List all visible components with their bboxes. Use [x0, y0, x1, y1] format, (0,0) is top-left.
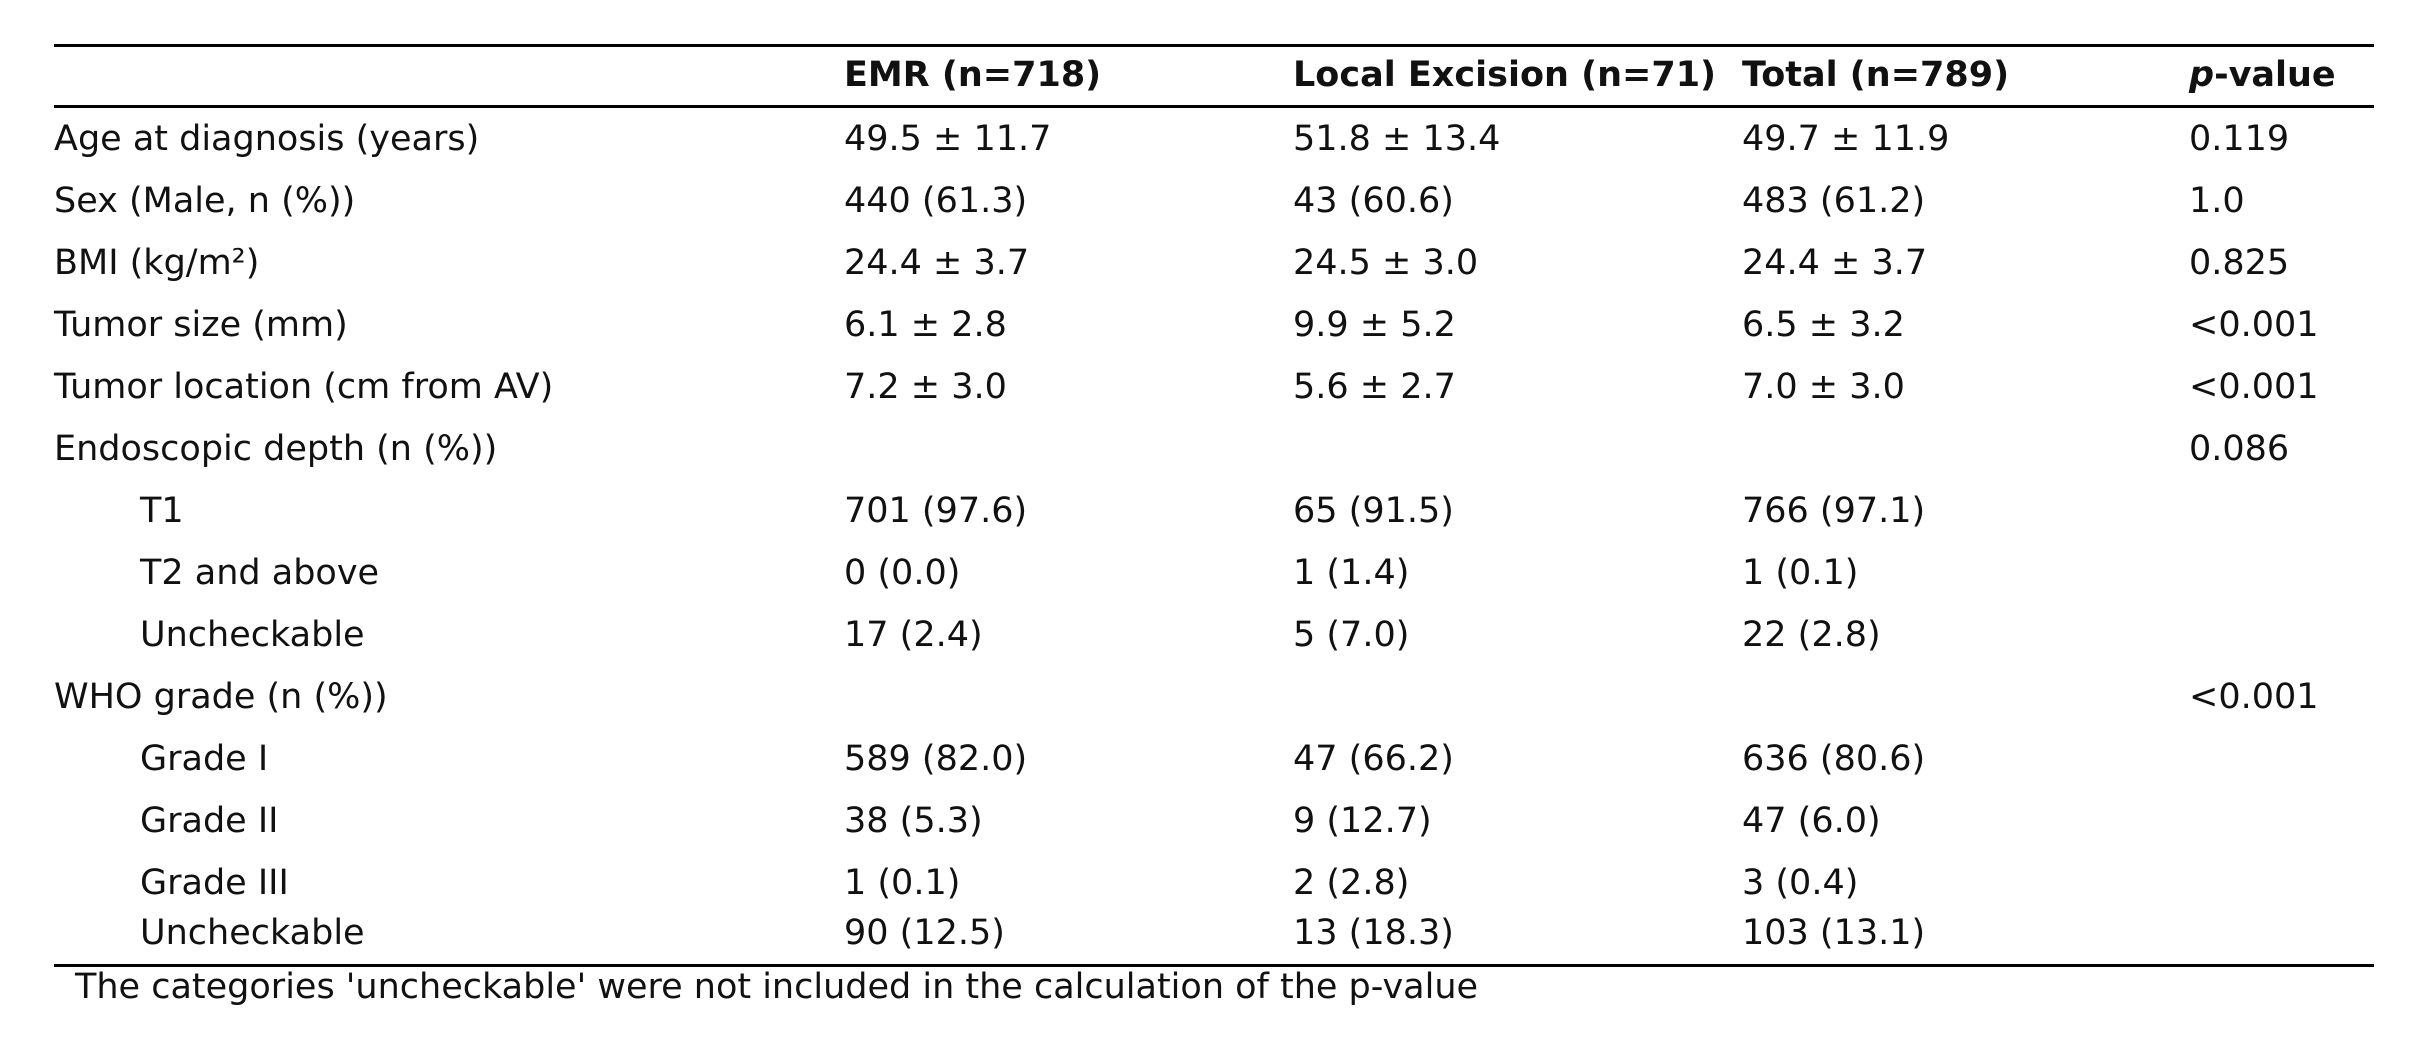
emr-value: 589 (82.0) [844, 739, 1028, 779]
row-label: Tumor location (cm from AV) [54, 367, 554, 407]
table-row: T2 and above 0 (0.0) 1 (1.4) 1 (0.1) [54, 542, 2374, 604]
local-excision-value: 24.5 ± 3.0 [1293, 243, 1479, 283]
local-excision-value: 65 (91.5) [1293, 491, 1454, 531]
table-bottom-rule [54, 964, 2374, 967]
total-value: 24.4 ± 3.7 [1742, 243, 1928, 283]
table-row: Grade I 589 (82.0) 47 (66.2) 636 (80.6) [54, 728, 2374, 790]
emr-value: 90 (12.5) [844, 913, 1005, 953]
table-row: Tumor location (cm from AV) 7.2 ± 3.0 5.… [54, 356, 2374, 418]
total-value: 7.0 ± 3.0 [1742, 367, 1905, 407]
row-label: T2 and above [140, 553, 380, 593]
table-row: Endoscopic depth (n (%)) 0.086 [54, 418, 2374, 480]
p-value: <0.001 [2189, 305, 2319, 345]
total-value: 766 (97.1) [1742, 491, 1926, 531]
emr-value: 440 (61.3) [844, 181, 1028, 221]
emr-value: 7.2 ± 3.0 [844, 367, 1007, 407]
emr-value: 0 (0.0) [844, 553, 961, 593]
row-label: Grade I [140, 739, 269, 779]
row-label: Tumor size (mm) [54, 305, 348, 345]
local-excision-value: 1 (1.4) [1293, 553, 1410, 593]
table-top-rule [54, 44, 2374, 47]
total-value: 49.7 ± 11.9 [1742, 119, 1950, 159]
local-excision-value: 51.8 ± 13.4 [1293, 119, 1501, 159]
emr-value: 17 (2.4) [844, 615, 983, 655]
total-value: 1 (0.1) [1742, 553, 1859, 593]
local-excision-value: 9 (12.7) [1293, 801, 1432, 841]
local-excision-value: 13 (18.3) [1293, 913, 1454, 953]
row-label: WHO grade (n (%)) [54, 677, 388, 717]
row-label: Grade II [140, 801, 279, 841]
header-total: Total (n=789) [1742, 55, 2010, 95]
total-value: 636 (80.6) [1742, 739, 1926, 779]
emr-value: 6.1 ± 2.8 [844, 305, 1007, 345]
p-value: 0.825 [2189, 243, 2290, 283]
local-excision-value: 5.6 ± 2.7 [1293, 367, 1456, 407]
local-excision-value: 47 (66.2) [1293, 739, 1454, 779]
total-value: 22 (2.8) [1742, 615, 1881, 655]
emr-value: 24.4 ± 3.7 [844, 243, 1030, 283]
row-label: BMI (kg/m²) [54, 243, 260, 283]
header-p-italic: p [2189, 55, 2215, 95]
row-label: T1 [140, 491, 184, 531]
header-p-rest: -value [2214, 55, 2336, 95]
emr-value: 49.5 ± 11.7 [844, 119, 1052, 159]
p-value: 0.086 [2189, 429, 2290, 469]
p-value: 0.119 [2189, 119, 2290, 159]
total-value: 483 (61.2) [1742, 181, 1926, 221]
local-excision-value: 9.9 ± 5.2 [1293, 305, 1456, 345]
table-row: Uncheckable 17 (2.4) 5 (7.0) 22 (2.8) [54, 604, 2374, 666]
row-label: Age at diagnosis (years) [54, 119, 480, 159]
local-excision-value: 43 (60.6) [1293, 181, 1454, 221]
table-row: Uncheckable 90 (12.5) 13 (18.3) 103 (13.… [54, 902, 2374, 964]
table-row: Grade III 1 (0.1) 2 (2.8) 3 (0.4) [54, 852, 2374, 914]
table-row: Age at diagnosis (years) 49.5 ± 11.7 51.… [54, 108, 2374, 170]
row-label: Grade III [140, 863, 289, 903]
table-row: Tumor size (mm) 6.1 ± 2.8 9.9 ± 5.2 6.5 … [54, 294, 2374, 356]
total-value: 6.5 ± 3.2 [1742, 305, 1905, 345]
table-footnote: The categories 'uncheckable' were not in… [75, 967, 1479, 1007]
header-emr: EMR (n=718) [844, 55, 1102, 95]
p-value: 1.0 [2189, 181, 2245, 221]
table-row: BMI (kg/m²) 24.4 ± 3.7 24.5 ± 3.0 24.4 ±… [54, 232, 2374, 294]
p-value: <0.001 [2189, 677, 2319, 717]
local-excision-value: 5 (7.0) [1293, 615, 1410, 655]
total-value: 103 (13.1) [1742, 913, 1926, 953]
emr-value: 38 (5.3) [844, 801, 983, 841]
table-header-row: EMR (n=718) Local Excision (n=71) Total … [54, 44, 2374, 106]
header-p-value: p-value [2189, 44, 2336, 106]
emr-value: 701 (97.6) [844, 491, 1028, 531]
local-excision-value: 2 (2.8) [1293, 863, 1410, 903]
table-row: Grade II 38 (5.3) 9 (12.7) 47 (6.0) [54, 790, 2374, 852]
table-row: T1 701 (97.6) 65 (91.5) 766 (97.1) [54, 480, 2374, 542]
row-label: Endoscopic depth (n (%)) [54, 429, 498, 469]
header-local-excision: Local Excision (n=71) [1293, 55, 1717, 95]
emr-value: 1 (0.1) [844, 863, 961, 903]
table-row: WHO grade (n (%)) <0.001 [54, 666, 2374, 728]
total-value: 3 (0.4) [1742, 863, 1859, 903]
row-label: Sex (Male, n (%)) [54, 181, 356, 221]
row-label: Uncheckable [140, 615, 365, 655]
row-label: Uncheckable [140, 913, 365, 953]
total-value: 47 (6.0) [1742, 801, 1881, 841]
table-header-rule [54, 105, 2374, 108]
p-value: <0.001 [2189, 367, 2319, 407]
table-row: Sex (Male, n (%)) 440 (61.3) 43 (60.6) 4… [54, 170, 2374, 232]
